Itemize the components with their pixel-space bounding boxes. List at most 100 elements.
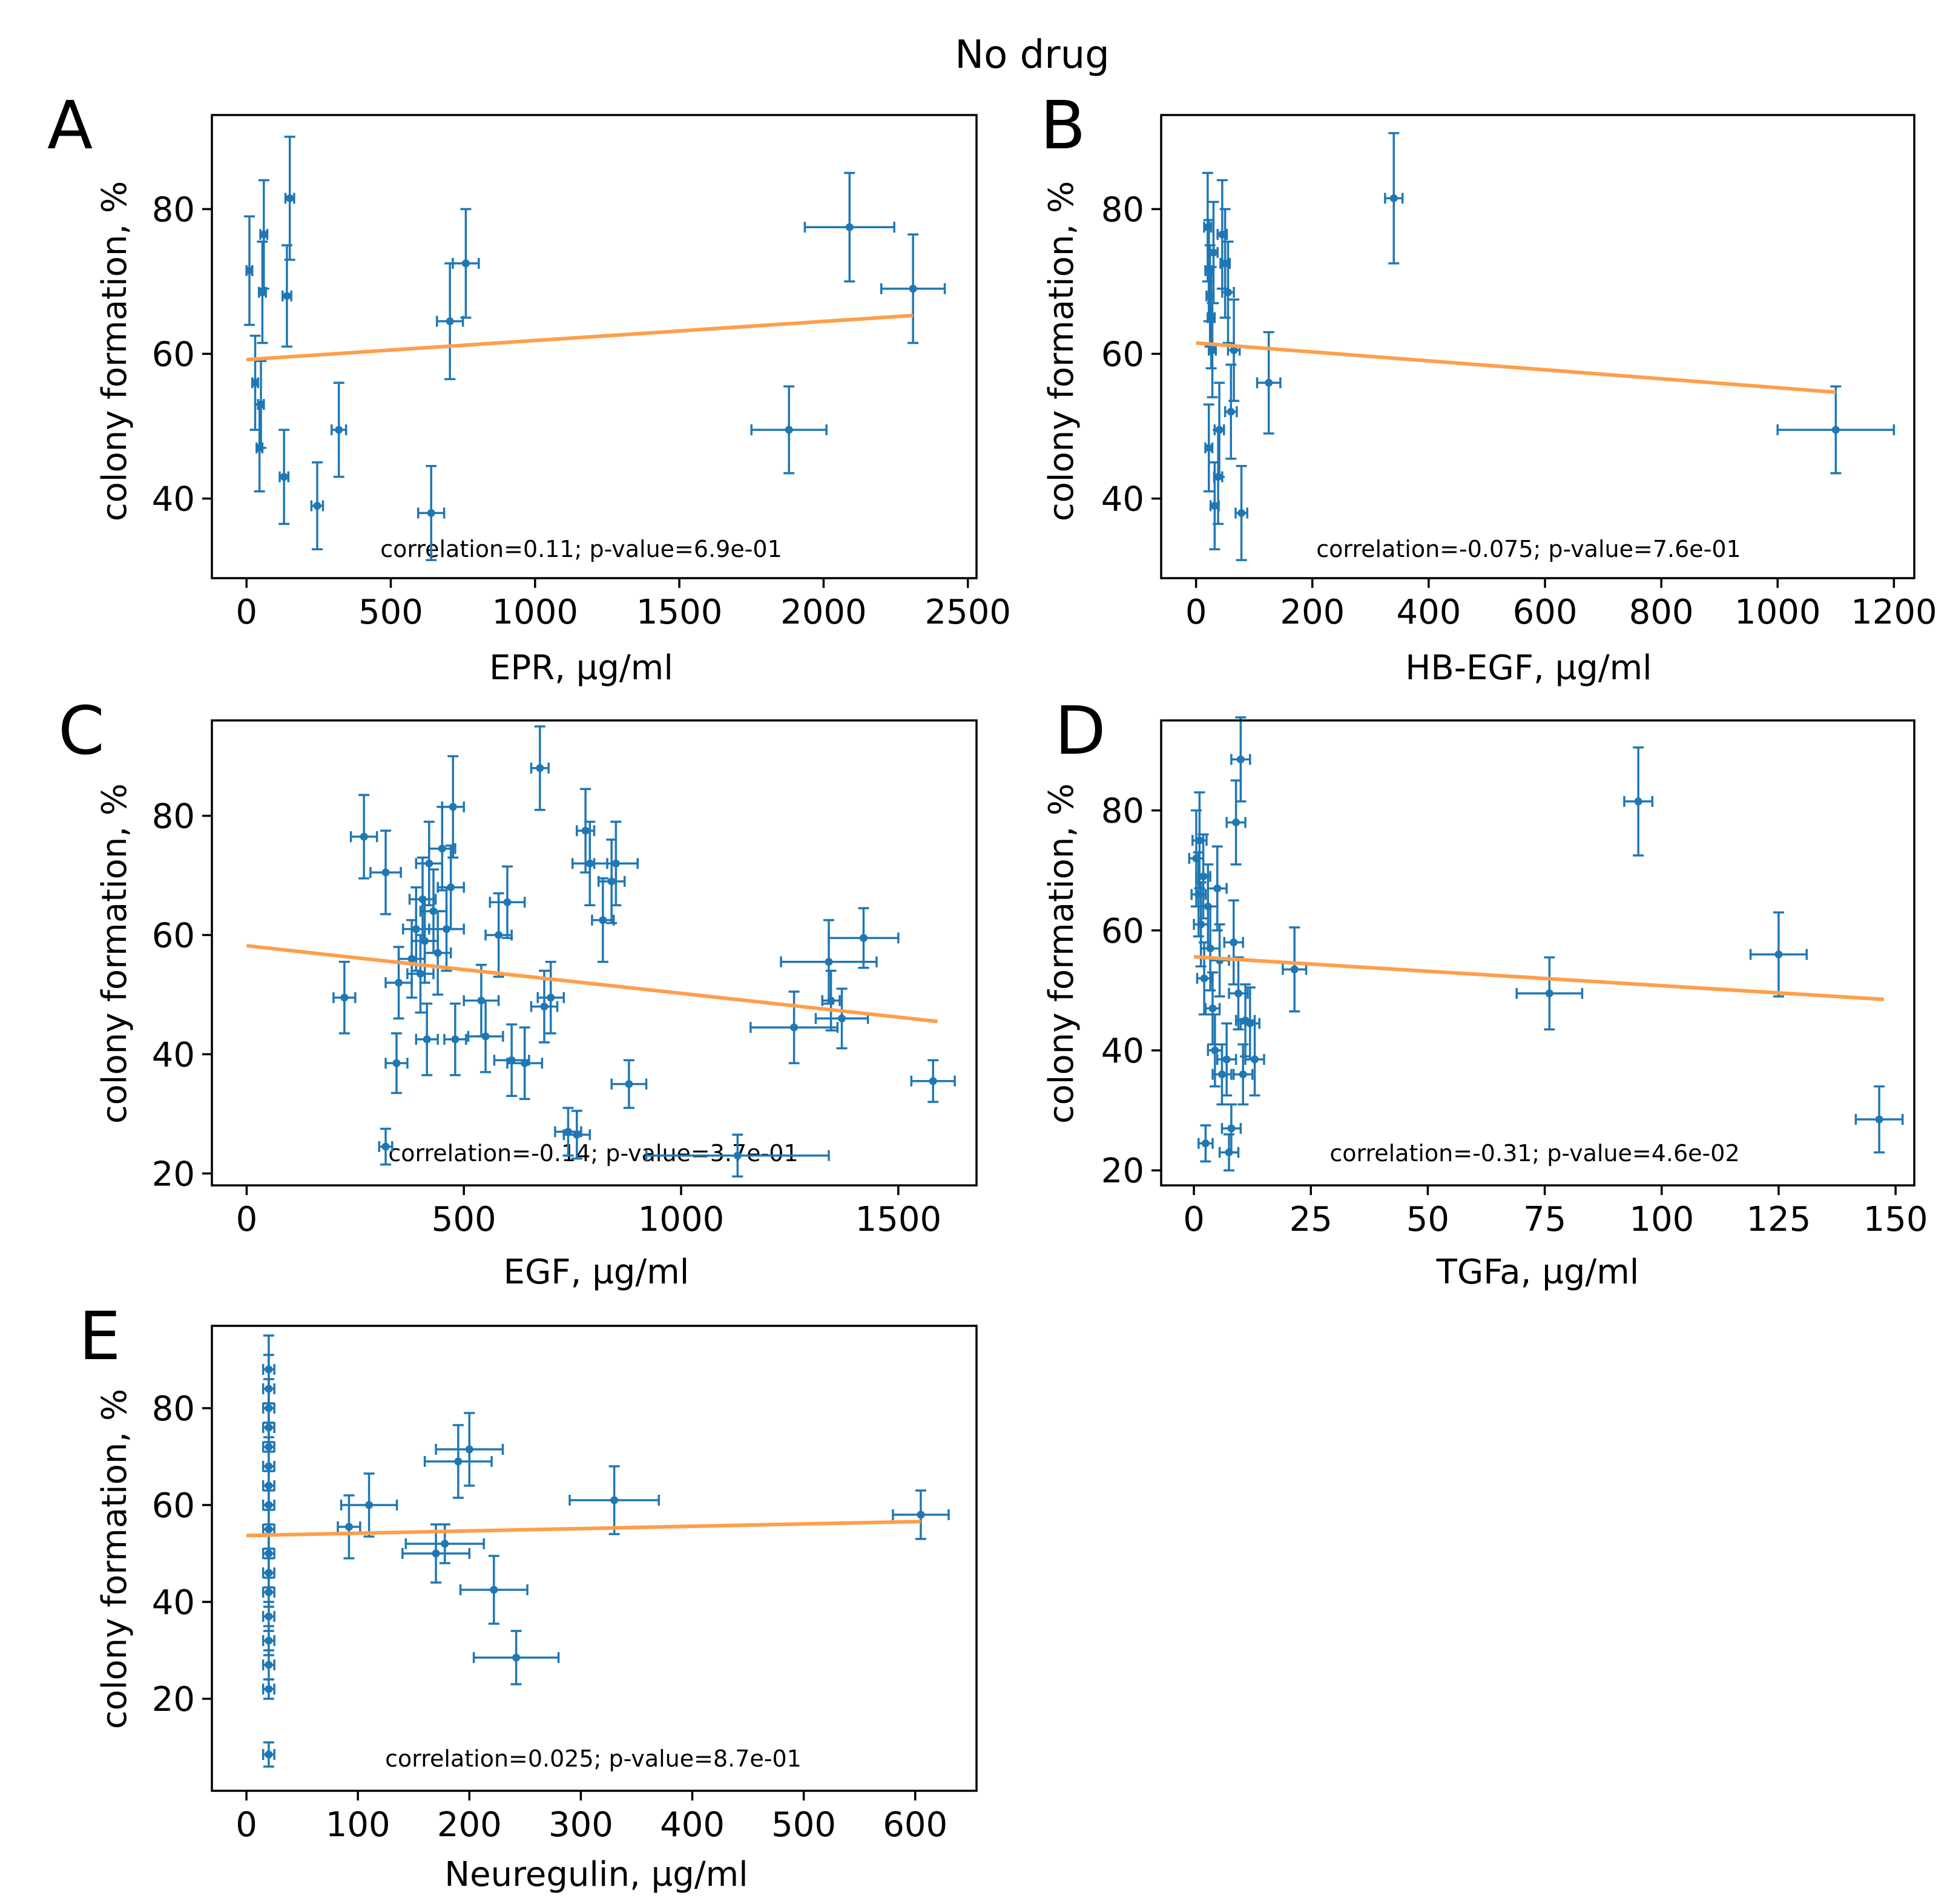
data-point	[340, 1472, 398, 1538]
point-marker	[335, 426, 343, 434]
x-axis-label: EGF, µg/ml	[504, 1253, 690, 1292]
x-axis-label: TGFa, µg/ml	[1436, 1253, 1639, 1292]
x-tick-label: 600	[883, 1805, 947, 1845]
data-point	[1225, 779, 1247, 866]
data-point	[568, 1465, 660, 1535]
point-marker	[909, 285, 917, 293]
point-marker	[407, 955, 416, 963]
regression-line	[1193, 955, 1884, 1001]
regression-line	[246, 944, 938, 1024]
correlation-annotation: correlation=0.11; p-value=6.9e-01	[380, 536, 782, 562]
x-tick-label: 800	[1629, 593, 1694, 632]
point-marker	[454, 1457, 463, 1466]
point-marker	[1545, 989, 1553, 998]
y-tick-label: 40	[152, 1583, 195, 1622]
point-marker	[265, 1588, 273, 1596]
point-marker	[427, 509, 435, 517]
y-tick-label: 40	[1101, 1032, 1144, 1071]
point-marker	[432, 1549, 440, 1558]
data-point	[436, 262, 464, 381]
data-point	[255, 360, 267, 449]
x-tick-label: 500	[358, 593, 423, 632]
point-marker	[827, 996, 835, 1005]
point-marker	[1217, 1070, 1226, 1079]
point-marker	[503, 898, 512, 906]
point-marker	[265, 1750, 273, 1759]
data-point	[750, 385, 828, 475]
x-tick-label: 600	[1513, 593, 1578, 632]
plot-frame	[211, 1325, 978, 1792]
x-tick-label: 75	[1523, 1200, 1566, 1239]
point-marker	[495, 931, 503, 939]
point-marker	[381, 1142, 390, 1151]
point-marker	[360, 832, 368, 841]
data-point	[378, 1127, 394, 1166]
data-point	[1224, 363, 1238, 460]
data-point	[489, 865, 526, 940]
data-point	[1227, 298, 1241, 402]
data-point	[443, 1002, 467, 1076]
correlation-annotation: correlation=-0.31; p-value=4.6e-02	[1329, 1140, 1739, 1167]
point-marker	[581, 826, 590, 835]
plot-frame	[1160, 114, 1915, 579]
data-point	[1204, 971, 1221, 1046]
point-marker	[1206, 944, 1214, 953]
panel-letter: A	[47, 87, 93, 164]
point-marker	[585, 859, 594, 868]
data-point	[530, 969, 559, 1044]
point-marker	[1236, 755, 1245, 763]
point-marker	[258, 288, 266, 297]
x-tick-label: 400	[660, 1805, 725, 1845]
data-point	[593, 820, 639, 906]
data-point	[1207, 845, 1228, 932]
data-point	[332, 961, 357, 1035]
data-point	[436, 845, 465, 931]
data-point	[645, 1133, 830, 1178]
data-point	[554, 1107, 582, 1157]
data-point	[1623, 746, 1654, 857]
data-point	[610, 1059, 648, 1109]
point-marker	[1199, 872, 1208, 881]
point-marker	[859, 934, 868, 942]
data-point	[880, 233, 946, 344]
data-point	[310, 461, 324, 550]
data-point	[415, 1002, 439, 1076]
point-marker	[286, 194, 294, 202]
data-point	[1282, 926, 1308, 1013]
data-point	[243, 215, 255, 326]
point-marker	[1201, 1139, 1210, 1148]
point-marker	[1265, 378, 1273, 387]
point-marker	[1239, 1070, 1247, 1079]
point-marker	[547, 993, 555, 1002]
point-marker	[1208, 1004, 1217, 1013]
data-point	[349, 794, 378, 880]
point-marker	[521, 1059, 529, 1067]
data-point	[1749, 911, 1808, 998]
data-point	[410, 898, 439, 984]
point-marker	[340, 993, 349, 1002]
point-marker	[283, 292, 291, 300]
y-tick-label: 20	[1101, 1151, 1144, 1191]
point-marker	[265, 1549, 273, 1558]
point-marker	[929, 1077, 937, 1085]
data-point	[452, 208, 480, 319]
point-marker	[1290, 965, 1299, 973]
x-tick-label: 0	[236, 1805, 257, 1845]
data-point	[1197, 1124, 1214, 1163]
point-marker	[465, 1445, 473, 1454]
correlation-annotation: correlation=-0.14; p-value=3.7e-01	[388, 1140, 798, 1167]
data-point	[1776, 385, 1896, 475]
panel-letter: E	[79, 1297, 121, 1375]
data-point	[1207, 302, 1218, 398]
regression-line	[246, 1520, 921, 1538]
point-marker	[1389, 194, 1398, 202]
point-marker	[1215, 426, 1224, 434]
x-tick-label: 1000	[638, 1200, 725, 1239]
point-marker	[1634, 797, 1642, 806]
x-axis-label: Neuregulin, µg/ml	[444, 1855, 748, 1894]
data-point	[278, 429, 290, 525]
data-point	[536, 961, 565, 1035]
point-marker	[1211, 1046, 1219, 1055]
point-marker	[481, 1032, 490, 1041]
